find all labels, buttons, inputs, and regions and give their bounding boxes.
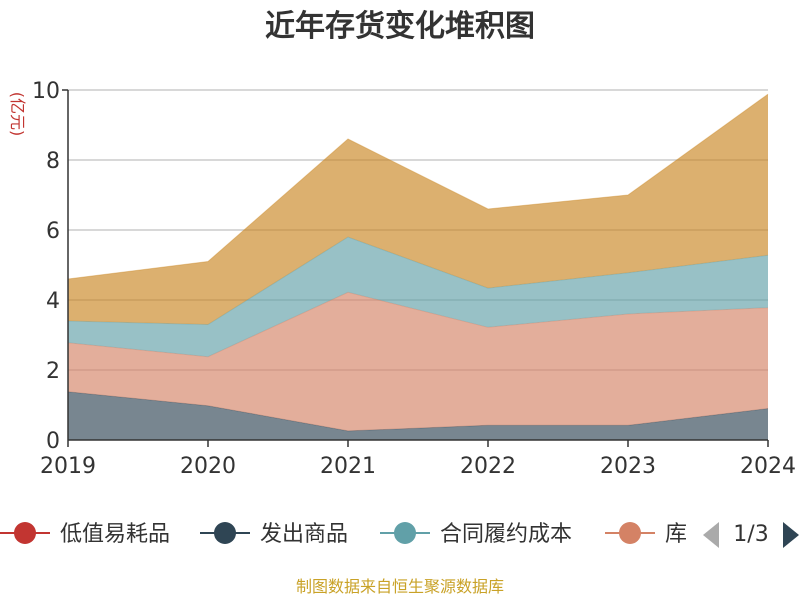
- series-line-4: [67, 93, 769, 280]
- legend-item-2[interactable]: 合同履约成本: [380, 522, 572, 547]
- area-series-4: [68, 94, 768, 325]
- legend-marker: [214, 522, 236, 544]
- x-tick-label: 2021: [320, 454, 376, 479]
- y-tick-label: 8: [46, 149, 60, 174]
- legend-next-arrow-icon[interactable]: [783, 522, 799, 548]
- x-tick-label: 2020: [180, 454, 236, 479]
- legend-label: 库: [665, 522, 687, 547]
- x-tick-label: 2019: [40, 454, 96, 479]
- axes: 0 2 4 6 8 10 2019 2020 2021 2022 2023 2024: [32, 79, 796, 479]
- area-series-3: [68, 237, 768, 357]
- area-series-group: [67, 93, 769, 441]
- legend-page-indicator: 1/3: [733, 522, 768, 547]
- chart-title: 近年存货变化堆积图: [265, 9, 535, 44]
- y-tick-label: 2: [46, 359, 60, 384]
- y-tick-label: 4: [46, 289, 60, 314]
- y-tick-label: 10: [32, 79, 60, 104]
- legend-label: 发出商品: [260, 522, 348, 547]
- area-series-2: [68, 292, 768, 431]
- y-tick-label: 6: [46, 219, 60, 244]
- data-source-note: 制图数据来自恒生聚源数据库: [296, 577, 504, 596]
- y-tick-label: 0: [46, 429, 60, 454]
- legend-marker: [619, 522, 641, 544]
- legend-prev-arrow-icon[interactable]: [703, 522, 719, 548]
- legend-marker: [394, 522, 416, 544]
- legend-label: 低值易耗品: [60, 522, 170, 547]
- legend-item-3[interactable]: 库: [605, 522, 687, 547]
- x-tick-label: 2023: [600, 454, 656, 479]
- legend-marker: [14, 522, 36, 544]
- legend-item-1[interactable]: 发出商品: [200, 522, 348, 547]
- area-series-1: [68, 391, 768, 440]
- x-tick-label: 2022: [460, 454, 516, 479]
- x-tick-label: 2024: [740, 454, 796, 479]
- y-axis-unit-label: (亿元): [8, 92, 27, 137]
- legend-label: 合同履约成本: [440, 522, 572, 547]
- legend-item-0[interactable]: 低值易耗品: [0, 522, 170, 547]
- legend[interactable]: 低值易耗品 发出商品 合同履约成本 库 1/3: [0, 522, 799, 548]
